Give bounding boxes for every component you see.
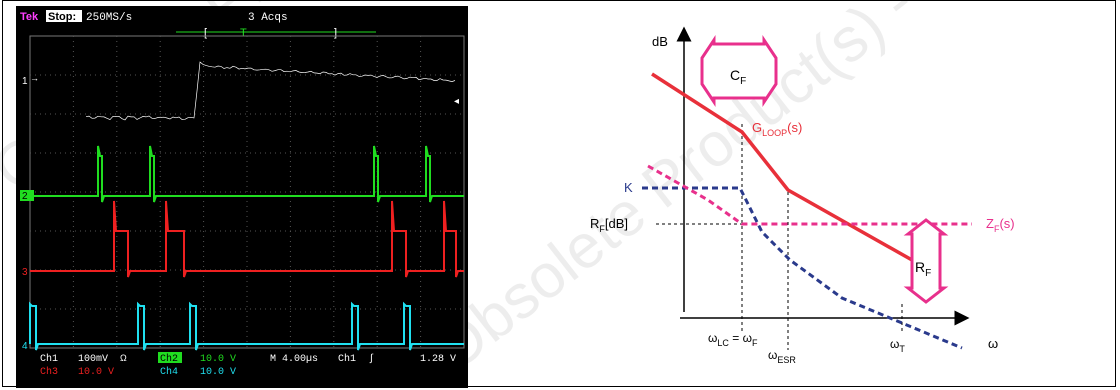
k-curve — [642, 186, 963, 350]
ch1-marker-arrow: → — [30, 73, 39, 83]
ch2-scale: 10.0 V — [200, 354, 236, 365]
omega-esr-label: ωESR — [768, 348, 796, 365]
oscilloscope-screen: Tek Stop: 250MS/s 3 Acqs [ T ] 1 → 2 3 →… — [16, 6, 468, 388]
gloop-curve — [651, 72, 913, 262]
ch1-coupling: Ω — [120, 353, 127, 363]
stop-badge-bg — [46, 10, 82, 22]
ch4-name: Ch4 — [160, 366, 178, 378]
rf-box-label: RF — [915, 259, 931, 279]
trigger-bracket-left: [ — [204, 27, 207, 39]
y-axis-label: dB — [652, 34, 668, 49]
ch3-scale: 10.0 V — [78, 367, 114, 378]
ch1-name: Ch1 — [40, 353, 58, 365]
graticule — [29, 35, 465, 349]
ch4-scale: 10.0 V — [200, 367, 236, 378]
trigger-level: 1.28 V — [420, 354, 456, 365]
ch3-trace — [30, 200, 464, 278]
ch1-scale: 100mV — [78, 354, 108, 365]
ch1-trace-highlight — [85, 61, 456, 121]
bode-svg: dB ω CF RF GLOOP(s) K RF[dB] — [590, 26, 1015, 365]
cf-arrow-box — [700, 35, 778, 107]
ch2-name-bg — [158, 352, 182, 363]
tek-logo: Tek — [20, 11, 39, 23]
sample-rate: 250MS/s — [86, 12, 132, 24]
gloop-label: GLOOP(s) — [752, 120, 802, 138]
ch3-marker: 3 — [22, 267, 28, 278]
omega-lc-label: ωLC = ωF — [708, 331, 758, 348]
cf-box-label: CF — [730, 67, 746, 87]
rf-db-label: RF[dB] — [590, 216, 628, 234]
ch2-trace — [30, 145, 464, 203]
ch3-name: Ch3 — [40, 366, 58, 378]
ch2-marker-bg — [20, 190, 34, 201]
ch2-marker: 2 — [22, 191, 28, 202]
trigger-marker: T — [240, 27, 247, 39]
trigger-level-arrow: ◂ — [454, 96, 459, 107]
x-axis-label: ω — [988, 336, 998, 351]
k-label: K — [624, 180, 633, 195]
zf-curve — [647, 164, 972, 226]
ch3-marker-arrow: → — [30, 264, 39, 274]
ch1-marker: 1 — [22, 76, 28, 87]
ch4-trace — [29, 301, 464, 351]
zf-label: ZF(s) — [986, 216, 1015, 234]
omega-t-label: ωT — [890, 337, 905, 354]
trigger-slope: ∫ — [369, 353, 374, 364]
acquisitions: 3 Acqs — [248, 12, 288, 24]
stop-badge: Stop: — [48, 11, 76, 23]
trigger-source: Ch1 — [338, 353, 356, 365]
oscilloscope-svg: Tek Stop: 250MS/s 3 Acqs [ T ] 1 → 2 3 →… — [20, 10, 465, 378]
ch4-marker: 4 — [22, 341, 28, 352]
ch2-name: Ch2 — [160, 353, 178, 365]
timebase: M 4.00µs — [270, 354, 318, 365]
bode-diagram: dB ω CF RF GLOOP(s) K RF[dB] — [590, 14, 1030, 374]
rf-arrow-box — [903, 218, 949, 304]
trigger-bracket-right: ] — [334, 27, 337, 39]
